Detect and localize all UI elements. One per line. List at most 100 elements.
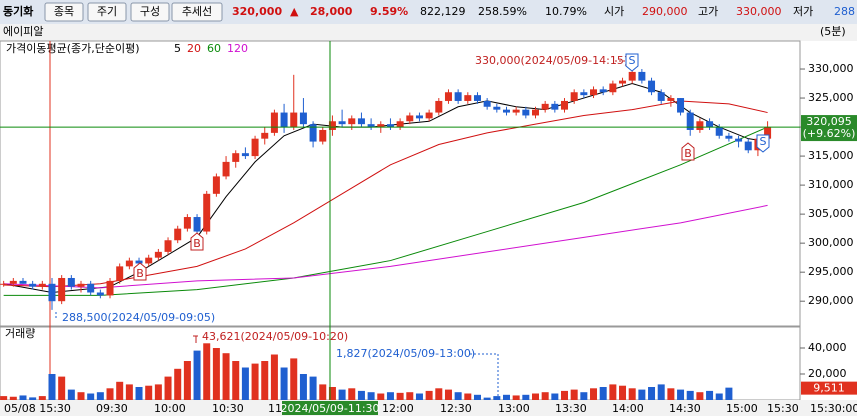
volume-bar: [328, 387, 336, 400]
time-axis: [0, 400, 857, 416]
toolbar-button[interactable]: [171, 2, 223, 22]
volume-bar: [590, 388, 598, 400]
volume-bar: [67, 389, 75, 400]
candle-body: [290, 112, 298, 128]
volume-bar: [270, 354, 278, 400]
candle-body: [744, 141, 752, 151]
volume-bar: [367, 392, 375, 400]
volume-bar: [580, 392, 588, 400]
volume-bar: [599, 387, 607, 400]
ma-line: [3, 204, 768, 289]
candle-body: [541, 103, 549, 110]
signal-marker: [681, 142, 695, 161]
candle-body: [377, 124, 385, 128]
candle-body: [425, 112, 433, 119]
x-tick-label: 14:30: [669, 402, 701, 415]
sync: 동기화: [3, 4, 33, 18]
candle-body: [183, 217, 191, 229]
candle-body: [232, 153, 240, 162]
candle-body: [551, 103, 559, 110]
candle-body: [580, 92, 588, 96]
candle-body: [77, 283, 85, 287]
volume-bar: [251, 363, 259, 400]
signal-marker: [190, 232, 204, 251]
candle-body: [338, 121, 346, 125]
ma-line: [3, 126, 768, 296]
volume-bar: [686, 390, 694, 400]
candle-body: [512, 109, 520, 113]
signal-label: B: [684, 147, 692, 160]
x-tick-label: 15:30:00: [810, 402, 857, 415]
candle-body: [348, 118, 356, 125]
toolbar-button[interactable]: [87, 2, 127, 22]
toolbar-button-label[interactable]: 구성: [140, 5, 160, 18]
y-tick-label: 305,000: [808, 207, 854, 220]
candle-body: [203, 193, 211, 232]
open: 290,000: [642, 5, 688, 18]
toolbar-button-label[interactable]: 주기: [97, 5, 117, 18]
volume-bar: [193, 350, 201, 400]
candle-body: [638, 71, 646, 81]
crosshair-time: 2024/05/09-11:30: [280, 402, 379, 415]
change: 28,000: [310, 5, 353, 18]
last-price-box: [801, 115, 857, 142]
ma-legend: 120: [227, 42, 248, 55]
candle-body: [38, 283, 46, 287]
candle-body: [725, 135, 733, 139]
candle-body: [241, 153, 249, 157]
ma-legend: 5: [174, 42, 181, 55]
arrow: ▲: [290, 5, 299, 18]
candle-body: [396, 121, 404, 128]
volume-bar: [183, 361, 191, 400]
signal-marker: [625, 53, 639, 72]
volume-bar: [406, 392, 414, 400]
candle-body: [406, 115, 414, 122]
candle-body: [164, 240, 172, 252]
volume: 822,129: [420, 5, 466, 18]
candle-body: [135, 260, 143, 264]
volume-bar: [570, 389, 578, 400]
candle-body: [212, 176, 220, 194]
volume-bar: [174, 368, 182, 400]
volume-bar: [619, 385, 627, 400]
candle-body: [9, 280, 17, 284]
toolbar-button-label[interactable]: 추세선: [182, 5, 212, 18]
candle-body: [609, 83, 617, 93]
candle-body: [657, 92, 665, 101]
toolbar-button[interactable]: [130, 2, 170, 22]
volume-bar: [638, 389, 646, 400]
toolbar-button-label[interactable]: 종목: [54, 5, 74, 18]
volume-bar: [706, 390, 714, 400]
open-label: 시가: [604, 5, 624, 18]
candle-body: [532, 109, 539, 116]
candle-body: [444, 92, 452, 101]
candle-body: [648, 80, 656, 93]
candle-body: [599, 89, 607, 93]
low: 288: [834, 5, 855, 18]
volume-bar: [164, 376, 172, 400]
volume-bar: [386, 392, 394, 400]
volume-bar: [38, 396, 46, 400]
candle-body: [696, 121, 704, 130]
candle-body: [193, 217, 201, 232]
candle-body: [502, 109, 510, 113]
volume-bar: [493, 396, 501, 400]
period: (5분): [820, 25, 846, 38]
toolbar-button[interactable]: [44, 2, 84, 22]
annotation: 288,500(2024/05/09-09:05): [62, 311, 215, 324]
volume-bar: [280, 367, 288, 400]
x-tick-label: 15:30: [767, 402, 799, 415]
candle-body: [87, 283, 95, 293]
volume-bar: [309, 376, 317, 400]
crosshair-time-box: [282, 401, 378, 415]
volume-bar: [348, 388, 356, 400]
signal-marker: [133, 262, 147, 281]
volume-bar: [203, 343, 211, 400]
signal-label: B: [136, 267, 144, 280]
candle-body: [106, 280, 114, 296]
candle-body: [522, 109, 530, 116]
volume-bar: [299, 374, 307, 400]
volume-bar: [116, 381, 124, 400]
volume-bar: [241, 367, 249, 400]
